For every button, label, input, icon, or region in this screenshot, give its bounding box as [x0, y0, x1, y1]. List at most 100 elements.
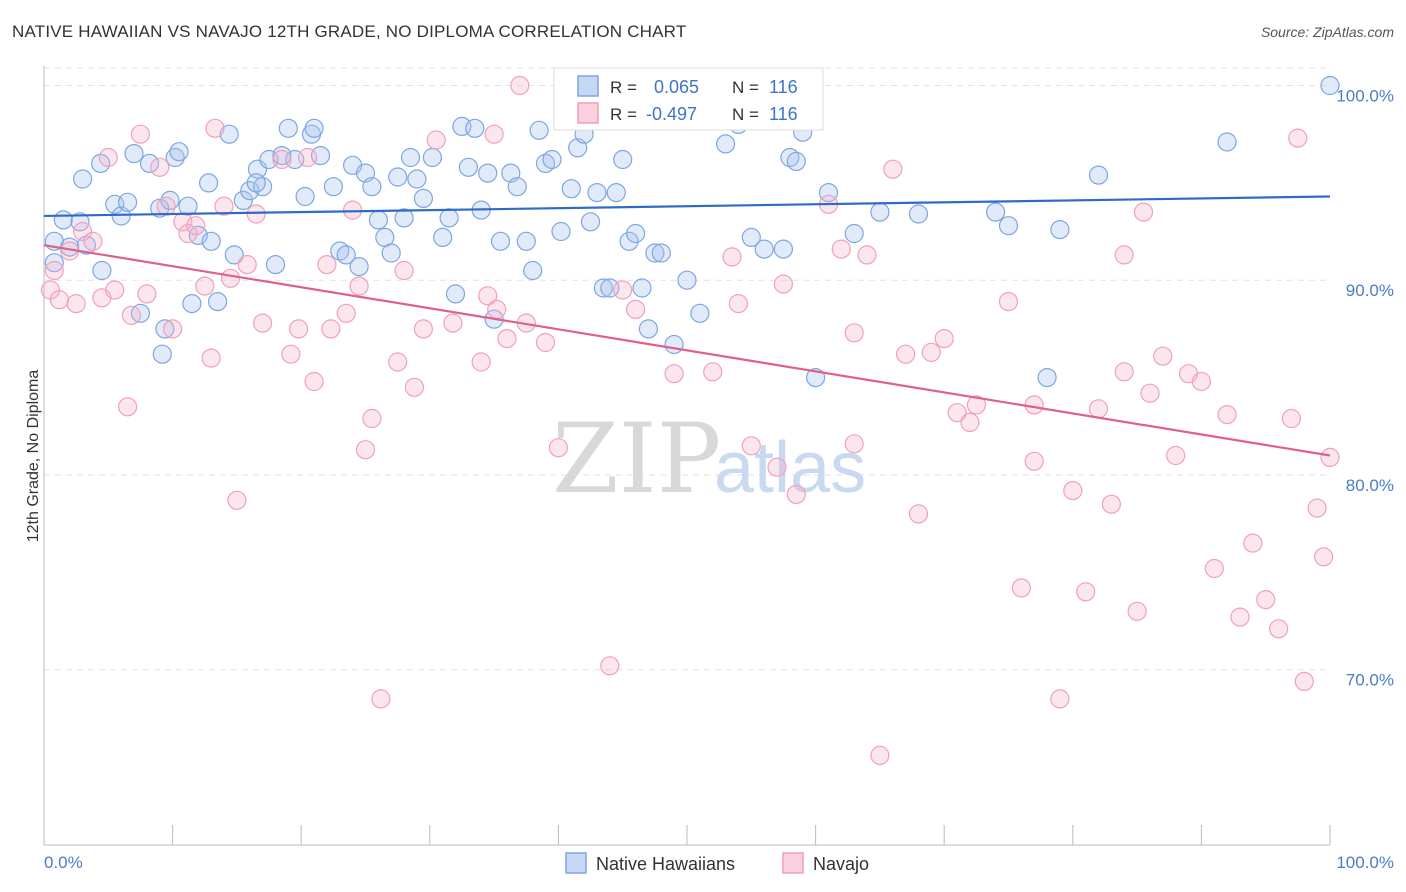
navajo-point — [1114, 245, 1134, 265]
navajo-point — [272, 149, 292, 170]
native-hawaiian-point — [381, 243, 401, 263]
navajo-point — [298, 147, 318, 168]
trend-line-native-hawaiians — [43, 195, 1331, 218]
navajo-point — [394, 260, 414, 281]
navajo-point — [484, 124, 504, 144]
native-hawaiian-point — [741, 227, 761, 247]
navajo-point — [947, 403, 967, 423]
navajo-point — [870, 745, 890, 766]
navajo-point — [105, 280, 125, 300]
navajo-point — [426, 130, 446, 150]
native-hawaiian-point — [178, 196, 198, 216]
y-tick-label: 100.0% — [1336, 86, 1394, 105]
navajo-point — [186, 216, 206, 236]
native-hawaiian-point — [295, 186, 315, 207]
native-hawaiian-point — [773, 239, 794, 259]
navajo-point — [371, 689, 391, 709]
stats-legend-box — [553, 67, 824, 131]
navajo-point — [388, 352, 408, 372]
navajo-point — [121, 305, 141, 325]
navajo-point — [1268, 619, 1289, 639]
gridlines — [44, 67, 1330, 671]
navajo-point — [998, 292, 1019, 312]
native-hawaiian-point — [619, 231, 639, 251]
native-hawaiian-point — [561, 179, 581, 199]
navajo-point — [664, 364, 684, 384]
navajo-point — [921, 342, 941, 362]
navajo-point — [497, 329, 517, 349]
navajo-point — [214, 196, 234, 216]
navajo-point — [535, 332, 556, 353]
navajo-point — [163, 319, 183, 339]
native-hawaiian-point — [690, 303, 710, 323]
navajo-point — [857, 245, 877, 265]
native-hawaiian-point — [1217, 132, 1237, 152]
native-hawaiian-point — [388, 167, 408, 187]
navajo-point — [321, 319, 341, 339]
native-hawaiian-point — [199, 173, 219, 193]
native-hawaiian-point — [542, 149, 562, 170]
navajo-point — [478, 286, 498, 306]
stats-legend: R = 0.065 N = 116 R = -0.497 N = 116 — [553, 67, 824, 131]
navajo-point — [728, 294, 749, 314]
native-hawaiian-point — [715, 134, 736, 154]
y-tick-label: 70.0% — [1346, 671, 1394, 690]
native-hawaiian-point — [169, 142, 189, 162]
legend-swatch-native-hawaiians — [565, 852, 587, 874]
native-hawaiian-point — [439, 208, 459, 228]
navajo-point — [1294, 671, 1314, 692]
native-hawaiian-point — [523, 260, 543, 281]
legend-r-label-2: R = — [610, 105, 637, 124]
native-hawaiian-point — [465, 118, 485, 138]
native-hawaiian-point — [219, 124, 239, 144]
navajo-point — [237, 255, 257, 275]
navajo-point — [404, 377, 424, 397]
native-hawaiian-point — [155, 319, 175, 339]
navajo-point — [1127, 601, 1147, 621]
legend-r-label-1: R = — [610, 78, 637, 97]
series-legend: Native Hawaiians Navajo — [565, 852, 869, 874]
navajo-point — [156, 196, 176, 216]
native-hawaiian-point — [651, 243, 671, 263]
navajo-point — [1088, 399, 1109, 419]
native-hawaiian-point — [664, 334, 684, 355]
native-hawaiian-point — [529, 120, 549, 140]
navajo-point — [1063, 481, 1083, 501]
chart-title: NATIVE HAWAIIAN VS NAVAJO 12TH GRADE, NO… — [12, 22, 687, 41]
native-hawaiian-point — [1050, 220, 1070, 240]
native-hawaiian-point — [182, 294, 202, 314]
y-tick-labels: 100.0% 90.0% 80.0% 70.0% — [1336, 86, 1394, 689]
native-hawaiian-point — [336, 245, 356, 265]
native-hawaiian-point — [445, 284, 466, 304]
legend-swatch-navajo — [782, 852, 804, 874]
navajo-point — [1076, 582, 1096, 602]
legend-label-navajo: Navajo — [813, 854, 869, 874]
watermark-zip: ZIP — [552, 403, 721, 515]
native-hawaiian-point — [152, 344, 172, 364]
navajo-point — [883, 159, 903, 179]
navajo-point — [1230, 607, 1250, 627]
legend-n-value-2: 116 — [769, 104, 798, 124]
native-hawaiian-point — [246, 173, 266, 193]
navajo-point — [960, 412, 980, 432]
y-tick-label: 80.0% — [1346, 476, 1394, 495]
native-hawaiian-point — [677, 270, 697, 290]
native-hawaiian-point — [587, 183, 607, 203]
navajo-point — [844, 323, 864, 343]
legend-r-value-1: 0.065 — [654, 77, 699, 97]
native-hawaiian-point — [124, 144, 144, 164]
native-hawaiian-point — [754, 239, 774, 259]
navajo-point — [831, 239, 851, 259]
legend-n-label-2: N = — [732, 105, 759, 124]
legend-label-native-hawaiians: Native Hawaiians — [596, 854, 735, 874]
navajo-point — [1050, 689, 1070, 709]
navajo-point — [205, 118, 225, 138]
native-hawaiian-point — [1320, 75, 1340, 96]
native-hawaiian-point — [458, 157, 478, 177]
navajo-point — [98, 147, 118, 168]
navajo-point — [1217, 405, 1237, 425]
native-hawaiian-point — [1088, 165, 1109, 185]
navajo-point — [1011, 578, 1032, 598]
navajo-point — [150, 157, 170, 177]
y-tick-label: 90.0% — [1346, 281, 1394, 300]
